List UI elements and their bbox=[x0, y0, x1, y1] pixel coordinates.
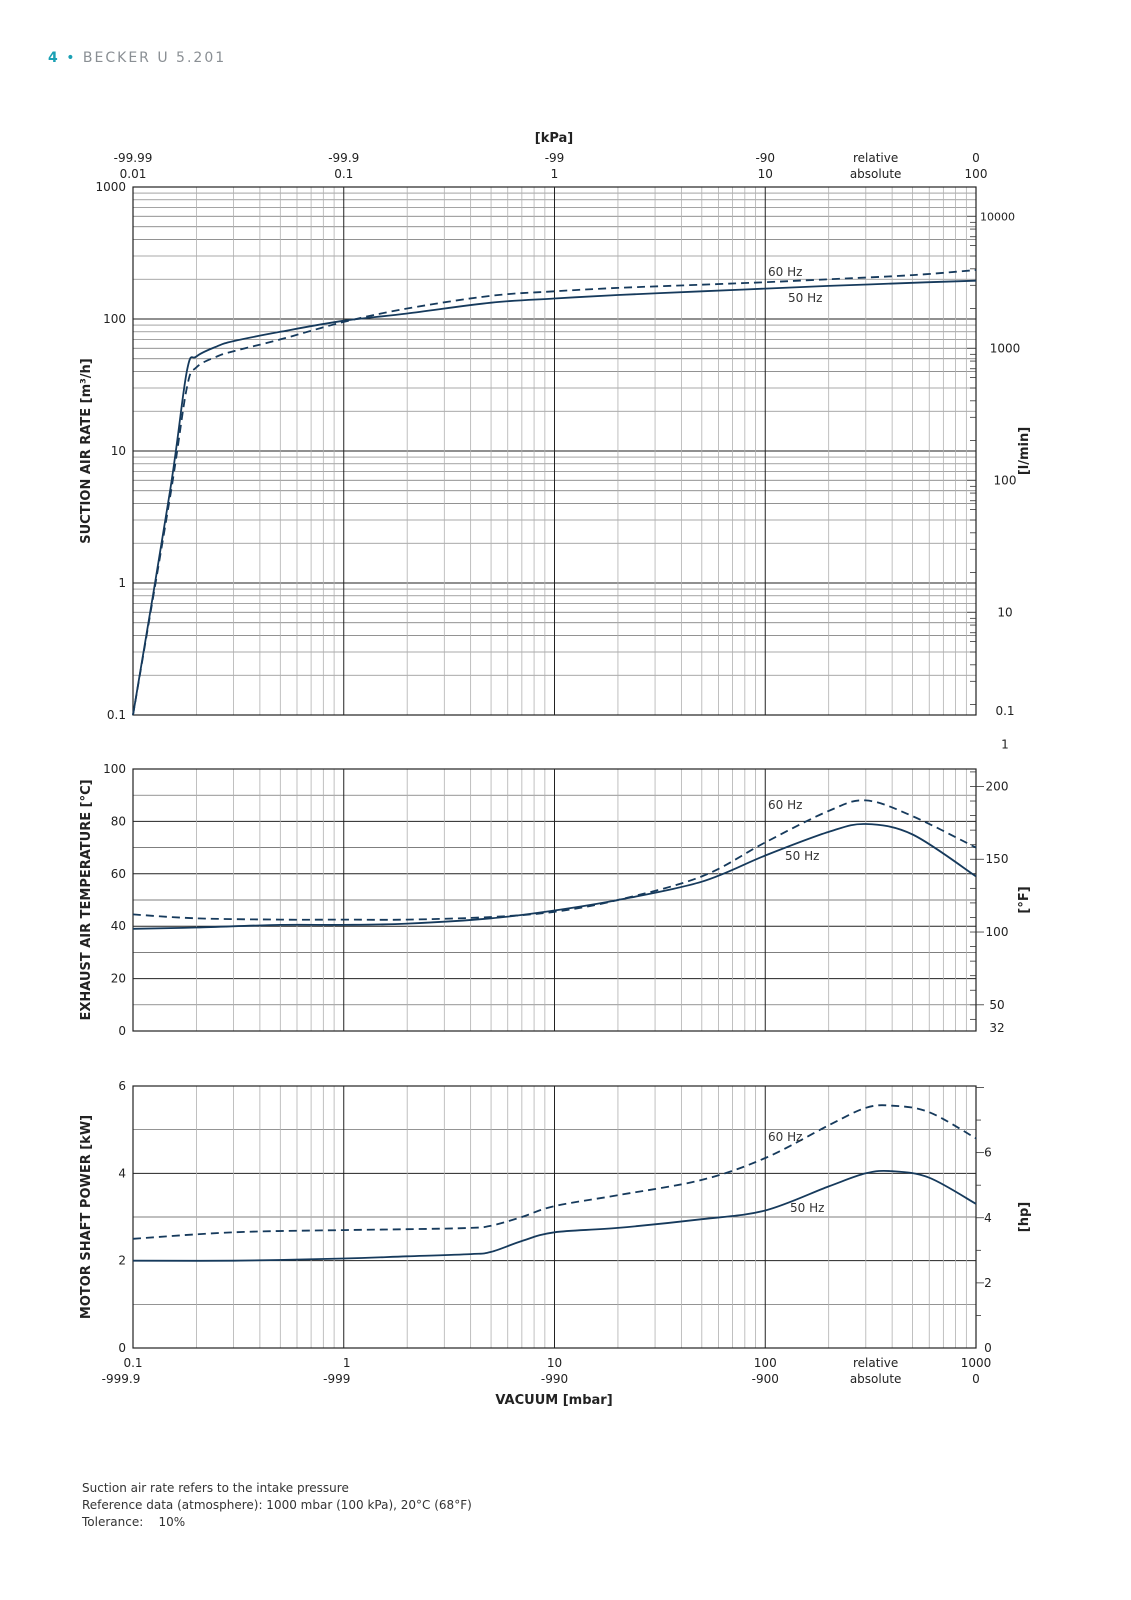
x-tick-label: 100 bbox=[754, 1356, 777, 1370]
x-tick-label-relative: absolute bbox=[850, 1372, 902, 1386]
top-axis-title: [kPa] bbox=[535, 131, 573, 146]
series-label-50hz: 50 Hz bbox=[788, 291, 822, 305]
top-tick-label-absolute: 0.1 bbox=[334, 167, 353, 181]
series-label-60hz: 60 Hz bbox=[768, 265, 802, 279]
y-tick-label: 80 bbox=[111, 814, 126, 828]
y-tick-label: 100 bbox=[103, 312, 126, 326]
x-tick-label-relative: 0 bbox=[972, 1372, 980, 1386]
y-axis-title: SUCTION AIR RATE [m³/h] bbox=[79, 358, 94, 544]
x-tick-label-relative: -999 bbox=[323, 1372, 350, 1386]
y-tick-label: 4 bbox=[118, 1166, 126, 1180]
top-tick-label-absolute: 100 bbox=[965, 167, 988, 181]
plot-frame bbox=[132, 768, 977, 1032]
top-tick-label-absolute: absolute bbox=[850, 167, 902, 181]
top-tick-label-relative: -99.99 bbox=[114, 151, 153, 165]
y2-axis-title: [°F] bbox=[1017, 886, 1032, 913]
y2-tick-label: 10 bbox=[997, 605, 1012, 619]
y2-tick-label: 2 bbox=[984, 1276, 992, 1290]
top-tick-label-relative: relative bbox=[853, 151, 898, 165]
top-tick-label-absolute: 0.01 bbox=[120, 167, 147, 181]
series-line-60hz bbox=[132, 1104, 977, 1240]
y2-tick-label: 50 bbox=[989, 998, 1004, 1012]
series-line-50hz bbox=[132, 823, 977, 930]
y-tick-label: 0.1 bbox=[107, 708, 126, 722]
y2-tick-label: 150 bbox=[986, 852, 1009, 866]
y-axis-title: MOTOR SHAFT POWER [kW] bbox=[79, 1115, 94, 1319]
series-label-60hz: 60 Hz bbox=[768, 1130, 802, 1144]
y2-tick-label: 4 bbox=[984, 1211, 992, 1225]
series-label-50hz: 50 Hz bbox=[785, 849, 819, 863]
footnotes: Suction air rate refers to the intake pr… bbox=[82, 1480, 472, 1531]
x-tick-label-relative: -900 bbox=[752, 1372, 779, 1386]
footnote-line: Suction air rate refers to the intake pr… bbox=[82, 1481, 349, 1495]
y-tick-label: 2 bbox=[118, 1254, 126, 1268]
y2-tick-label: 32 bbox=[989, 1021, 1004, 1035]
y-axis-title: EXHAUST AIR TEMPERATURE [°C] bbox=[79, 779, 94, 1020]
series-line-60hz bbox=[132, 799, 977, 921]
y-tick-label: 6 bbox=[118, 1079, 126, 1093]
y2-tick-label: 0.1 bbox=[995, 704, 1014, 718]
y-tick-label: 10 bbox=[111, 444, 126, 458]
series-line-50hz bbox=[132, 279, 977, 716]
exhaust-air-temperature-chart: 0 20 40 60 80 100 32 50 100 150 200 EXHAUST AIR TEM… bbox=[79, 762, 1032, 1038]
header-separator: • bbox=[66, 50, 77, 66]
series-label-60hz: 60 Hz bbox=[768, 798, 802, 812]
plot-frame bbox=[132, 1085, 977, 1349]
x-tick-label: 0.1 bbox=[123, 1356, 142, 1370]
y2-tick-label: 1000 bbox=[990, 341, 1021, 355]
x-axis-title: VACUUM [mbar] bbox=[495, 1393, 612, 1408]
y2-tick-label: 100 bbox=[986, 925, 1009, 939]
series-label-50hz: 50 Hz bbox=[790, 1201, 824, 1215]
x-tick-label: relative bbox=[853, 1356, 898, 1370]
top-tick-label-absolute: 1 bbox=[551, 167, 559, 181]
series-line-60hz bbox=[132, 269, 977, 716]
footnote-line: Tolerance: 10% bbox=[82, 1515, 186, 1529]
x-tick-label: 10 bbox=[547, 1356, 562, 1370]
page-header: 4 • BECKER U 5.201 bbox=[48, 50, 226, 66]
y2-tick-label: 200 bbox=[986, 779, 1009, 793]
y2-tick-label: 1 bbox=[1001, 737, 1009, 751]
y2-tick-label: 6 bbox=[984, 1146, 992, 1160]
top-tick-label-relative: -90 bbox=[755, 151, 775, 165]
y-tick-label: 40 bbox=[111, 919, 126, 933]
y-tick-label: 0 bbox=[118, 1024, 126, 1038]
y-tick-label: 100 bbox=[103, 762, 126, 776]
y-tick-label: 20 bbox=[111, 972, 126, 986]
y-tick-label: 0 bbox=[118, 1341, 126, 1355]
page-number: 4 bbox=[48, 50, 60, 66]
x-tick-label-relative: -999.9 bbox=[102, 1372, 141, 1386]
x-tick-label-relative: -990 bbox=[541, 1372, 568, 1386]
top-tick-label-relative: 0 bbox=[972, 151, 980, 165]
top-tick-label-relative: -99 bbox=[545, 151, 565, 165]
y2-axis-title: [l/min] bbox=[1017, 427, 1032, 475]
footnote-line: Reference data (atmosphere): 1000 mbar (… bbox=[82, 1498, 472, 1512]
series-line-50hz bbox=[132, 1169, 977, 1262]
y2-axis-title: [hp] bbox=[1017, 1202, 1032, 1232]
x-tick-label: 1000 bbox=[961, 1356, 992, 1370]
plot-frame bbox=[132, 186, 977, 716]
motor-shaft-power-chart: 0 2 4 6 0 2 4 6 MOTOR SHAFT POWER [kW] [hp] 0.1 1 10… bbox=[79, 1079, 1032, 1408]
x-tick-label: 1 bbox=[343, 1356, 351, 1370]
top-tick-label-absolute: 10 bbox=[758, 167, 773, 181]
document-title: BECKER U 5.201 bbox=[82, 50, 227, 66]
y-tick-label: 1000 bbox=[95, 180, 126, 194]
top-tick-label-relative: -99.9 bbox=[328, 151, 359, 165]
y-tick-label: 60 bbox=[111, 867, 126, 881]
y2-tick-label: 100 bbox=[994, 473, 1017, 487]
y-tick-label: 1 bbox=[118, 576, 126, 590]
y2-tick-label: 10000 bbox=[980, 210, 1015, 223]
y2-tick-label: 0 bbox=[984, 1341, 992, 1355]
